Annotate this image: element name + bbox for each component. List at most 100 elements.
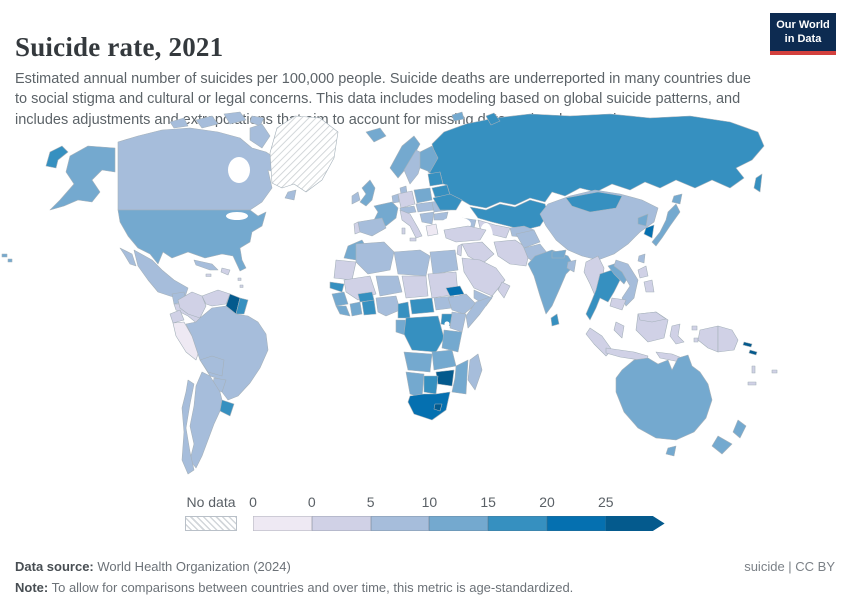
country-papua-new-guinea[interactable] (717, 325, 739, 353)
country-russia[interactable] (427, 113, 765, 209)
canada-arctic-island[interactable] (195, 115, 219, 129)
country-russia-chukotka[interactable] (45, 145, 69, 169)
country-sri-lanka[interactable] (550, 313, 560, 327)
country-turkey[interactable] (443, 225, 487, 243)
region-sierra-leone-liberia[interactable] (335, 305, 351, 317)
country-somalia[interactable] (465, 295, 494, 329)
norway-svalbard[interactable] (451, 111, 465, 122)
indonesia-maluku[interactable] (693, 337, 699, 343)
russia-novaya-zemlya[interactable] (485, 112, 501, 126)
country-finland[interactable] (419, 145, 439, 173)
country-ethiopia[interactable] (447, 293, 477, 315)
country-ecuador[interactable] (169, 309, 185, 324)
country-niger[interactable] (375, 275, 403, 297)
license-link[interactable]: suicide | CC BY (744, 559, 835, 574)
country-malaysia-peninsula[interactable] (613, 321, 625, 339)
country-dr-congo[interactable] (403, 315, 445, 353)
canada-arctic-island[interactable] (223, 111, 247, 125)
legend-no-data-swatch[interactable] (185, 516, 237, 531)
indonesia-west-papua[interactable] (697, 325, 719, 353)
russia-sakhalin[interactable] (753, 173, 763, 193)
legend-bin-20-25[interactable] (547, 516, 606, 531)
country-greece[interactable] (425, 223, 439, 237)
country-spain[interactable] (357, 217, 387, 237)
legend-bin-25+[interactable] (605, 516, 665, 531)
country-solomon-islands[interactable] (742, 341, 753, 348)
country-guinea[interactable] (331, 291, 349, 307)
country-libya[interactable] (393, 249, 431, 277)
country-zimbabwe[interactable] (435, 369, 455, 387)
country-vanuatu[interactable] (751, 365, 756, 374)
country-south-africa[interactable] (407, 391, 451, 421)
country-ukraine[interactable] (432, 193, 463, 211)
country-suriname[interactable] (235, 297, 249, 315)
country-kenya[interactable] (449, 311, 467, 333)
country-nepal[interactable] (551, 249, 567, 259)
country-solomon-islands[interactable] (748, 349, 758, 356)
country-central-african-republic[interactable] (409, 297, 435, 315)
island-jamaica[interactable] (205, 273, 212, 277)
country-cuba[interactable] (193, 259, 219, 271)
country-uruguay[interactable] (219, 399, 235, 417)
country-germany[interactable] (397, 190, 416, 209)
country-chile[interactable] (181, 379, 195, 475)
legend-bin-0[interactable] (253, 516, 312, 531)
italy-sardinia[interactable] (401, 227, 406, 235)
legend-bin-5-10[interactable] (370, 516, 430, 531)
indonesia-sulawesi[interactable] (669, 323, 685, 345)
canada-baffin-island[interactable] (249, 123, 271, 149)
country-saudi-arabia[interactable] (461, 257, 506, 297)
country-north-korea[interactable] (637, 213, 649, 227)
italy-sicily[interactable] (409, 237, 417, 242)
country-japan-hokkaido[interactable] (671, 193, 683, 205)
new-zealand-south-island[interactable] (711, 435, 733, 455)
country-oman[interactable] (497, 281, 511, 299)
region-syria-iraq[interactable] (461, 241, 495, 265)
country-india[interactable] (527, 249, 575, 315)
country-argentina[interactable] (189, 371, 223, 469)
legend-bin-15-20[interactable] (488, 516, 547, 531)
country-norway[interactable] (389, 135, 421, 179)
indonesia-maluku[interactable] (691, 325, 698, 331)
country-malaysia-borneo[interactable] (637, 311, 667, 323)
country-philippines[interactable] (643, 279, 655, 293)
country-cambodia[interactable] (609, 297, 627, 311)
country-colombia[interactable] (177, 291, 207, 319)
country-bulgaria[interactable] (433, 211, 449, 221)
indonesia-sumatra[interactable] (585, 327, 613, 357)
region-levant[interactable] (456, 243, 463, 257)
country-cote-divoire[interactable] (349, 301, 363, 317)
new-zealand-north-island[interactable] (732, 419, 747, 439)
country-botswana[interactable] (423, 375, 439, 395)
country-mozambique[interactable] (451, 359, 469, 395)
country-poland[interactable] (413, 187, 433, 204)
country-ireland[interactable] (351, 191, 361, 205)
owid-logo[interactable]: Our World in Data (770, 13, 836, 55)
country-fiji[interactable] (771, 369, 778, 374)
country-bangladesh[interactable] (566, 259, 577, 273)
lesser-antilles[interactable] (237, 277, 242, 281)
country-portugal[interactable] (353, 221, 361, 235)
island-hispaniola[interactable] (220, 267, 231, 276)
country-iran[interactable] (493, 239, 531, 267)
region-benelux[interactable] (391, 193, 400, 204)
territory-new-caledonia[interactable] (747, 381, 757, 386)
country-japan-honshu[interactable] (651, 203, 681, 247)
country-mongolia[interactable] (565, 191, 623, 213)
country-mexico[interactable] (119, 247, 137, 267)
region-balkans[interactable] (419, 211, 435, 225)
country-alaska[interactable] (49, 145, 116, 211)
country-china[interactable] (539, 189, 659, 261)
region-baltic-states[interactable] (427, 171, 444, 187)
country-united-states[interactable] (117, 209, 267, 272)
country-greenland-no-data[interactable] (269, 115, 339, 193)
legend-bin-10-15[interactable] (429, 516, 489, 531)
region-senegal-gambia[interactable] (329, 281, 345, 293)
country-afghanistan[interactable] (515, 229, 541, 249)
hawaii-islands[interactable] (7, 258, 13, 263)
region-ghana-togo-benin[interactable] (361, 299, 377, 316)
country-chad[interactable] (401, 275, 429, 299)
australia-tasmania[interactable] (665, 445, 677, 457)
country-algeria[interactable] (355, 241, 395, 275)
canada-arctic-island[interactable] (169, 117, 189, 129)
